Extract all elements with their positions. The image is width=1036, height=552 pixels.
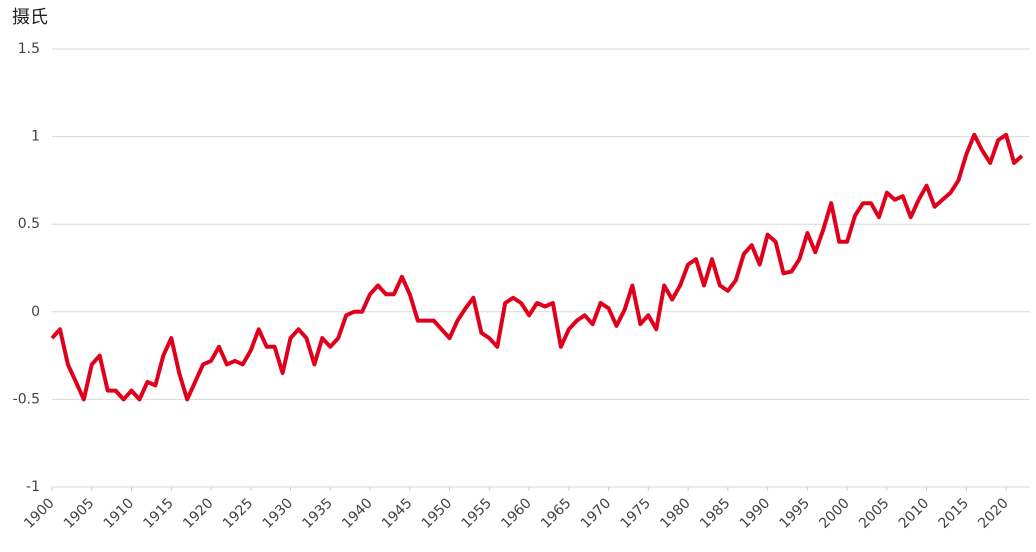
y-tick-label: 1 <box>31 129 40 145</box>
x-tick-label: 1980 <box>657 495 694 532</box>
x-tick-label: 1930 <box>260 495 297 532</box>
y-tick-label: 0 <box>31 304 40 320</box>
x-tick-label: 1920 <box>180 495 217 532</box>
x-tick-label: 1945 <box>379 495 416 532</box>
x-tick-label: 2005 <box>856 495 893 532</box>
y-tick-label: -0.5 <box>13 391 40 407</box>
x-tick-label: 1950 <box>419 495 456 532</box>
x-tick-label: 1910 <box>101 495 138 532</box>
x-tick-label: 1960 <box>498 495 535 532</box>
y-tick-label: 0.5 <box>18 216 40 232</box>
x-tick-label: 1965 <box>538 495 575 532</box>
x-tick-label: 1985 <box>697 495 734 532</box>
x-tick-label: 1900 <box>21 495 58 532</box>
x-tick-label: 1970 <box>578 495 615 532</box>
x-tick-label: 1940 <box>339 495 376 532</box>
x-tick-label: 1990 <box>737 495 774 532</box>
y-axis-title: 摄氏 <box>12 7 48 28</box>
x-tick-label: 2000 <box>816 495 853 532</box>
y-tick-label: 1.5 <box>18 41 40 57</box>
x-tick-label: 1995 <box>777 495 814 532</box>
x-tick-label: 1915 <box>140 495 177 532</box>
x-tick-label: 1975 <box>617 495 654 532</box>
x-tick-label: 1925 <box>220 495 257 532</box>
x-tick-label: 1955 <box>458 495 495 532</box>
x-tick-label: 2015 <box>936 495 973 532</box>
data-line <box>50 132 1024 402</box>
x-tick-label: 1905 <box>61 495 98 532</box>
x-tick-label: 2020 <box>975 495 1012 532</box>
x-tick-label: 2010 <box>896 495 933 532</box>
y-tick-label: -1 <box>26 479 40 495</box>
x-tick-label: 1935 <box>299 495 336 532</box>
